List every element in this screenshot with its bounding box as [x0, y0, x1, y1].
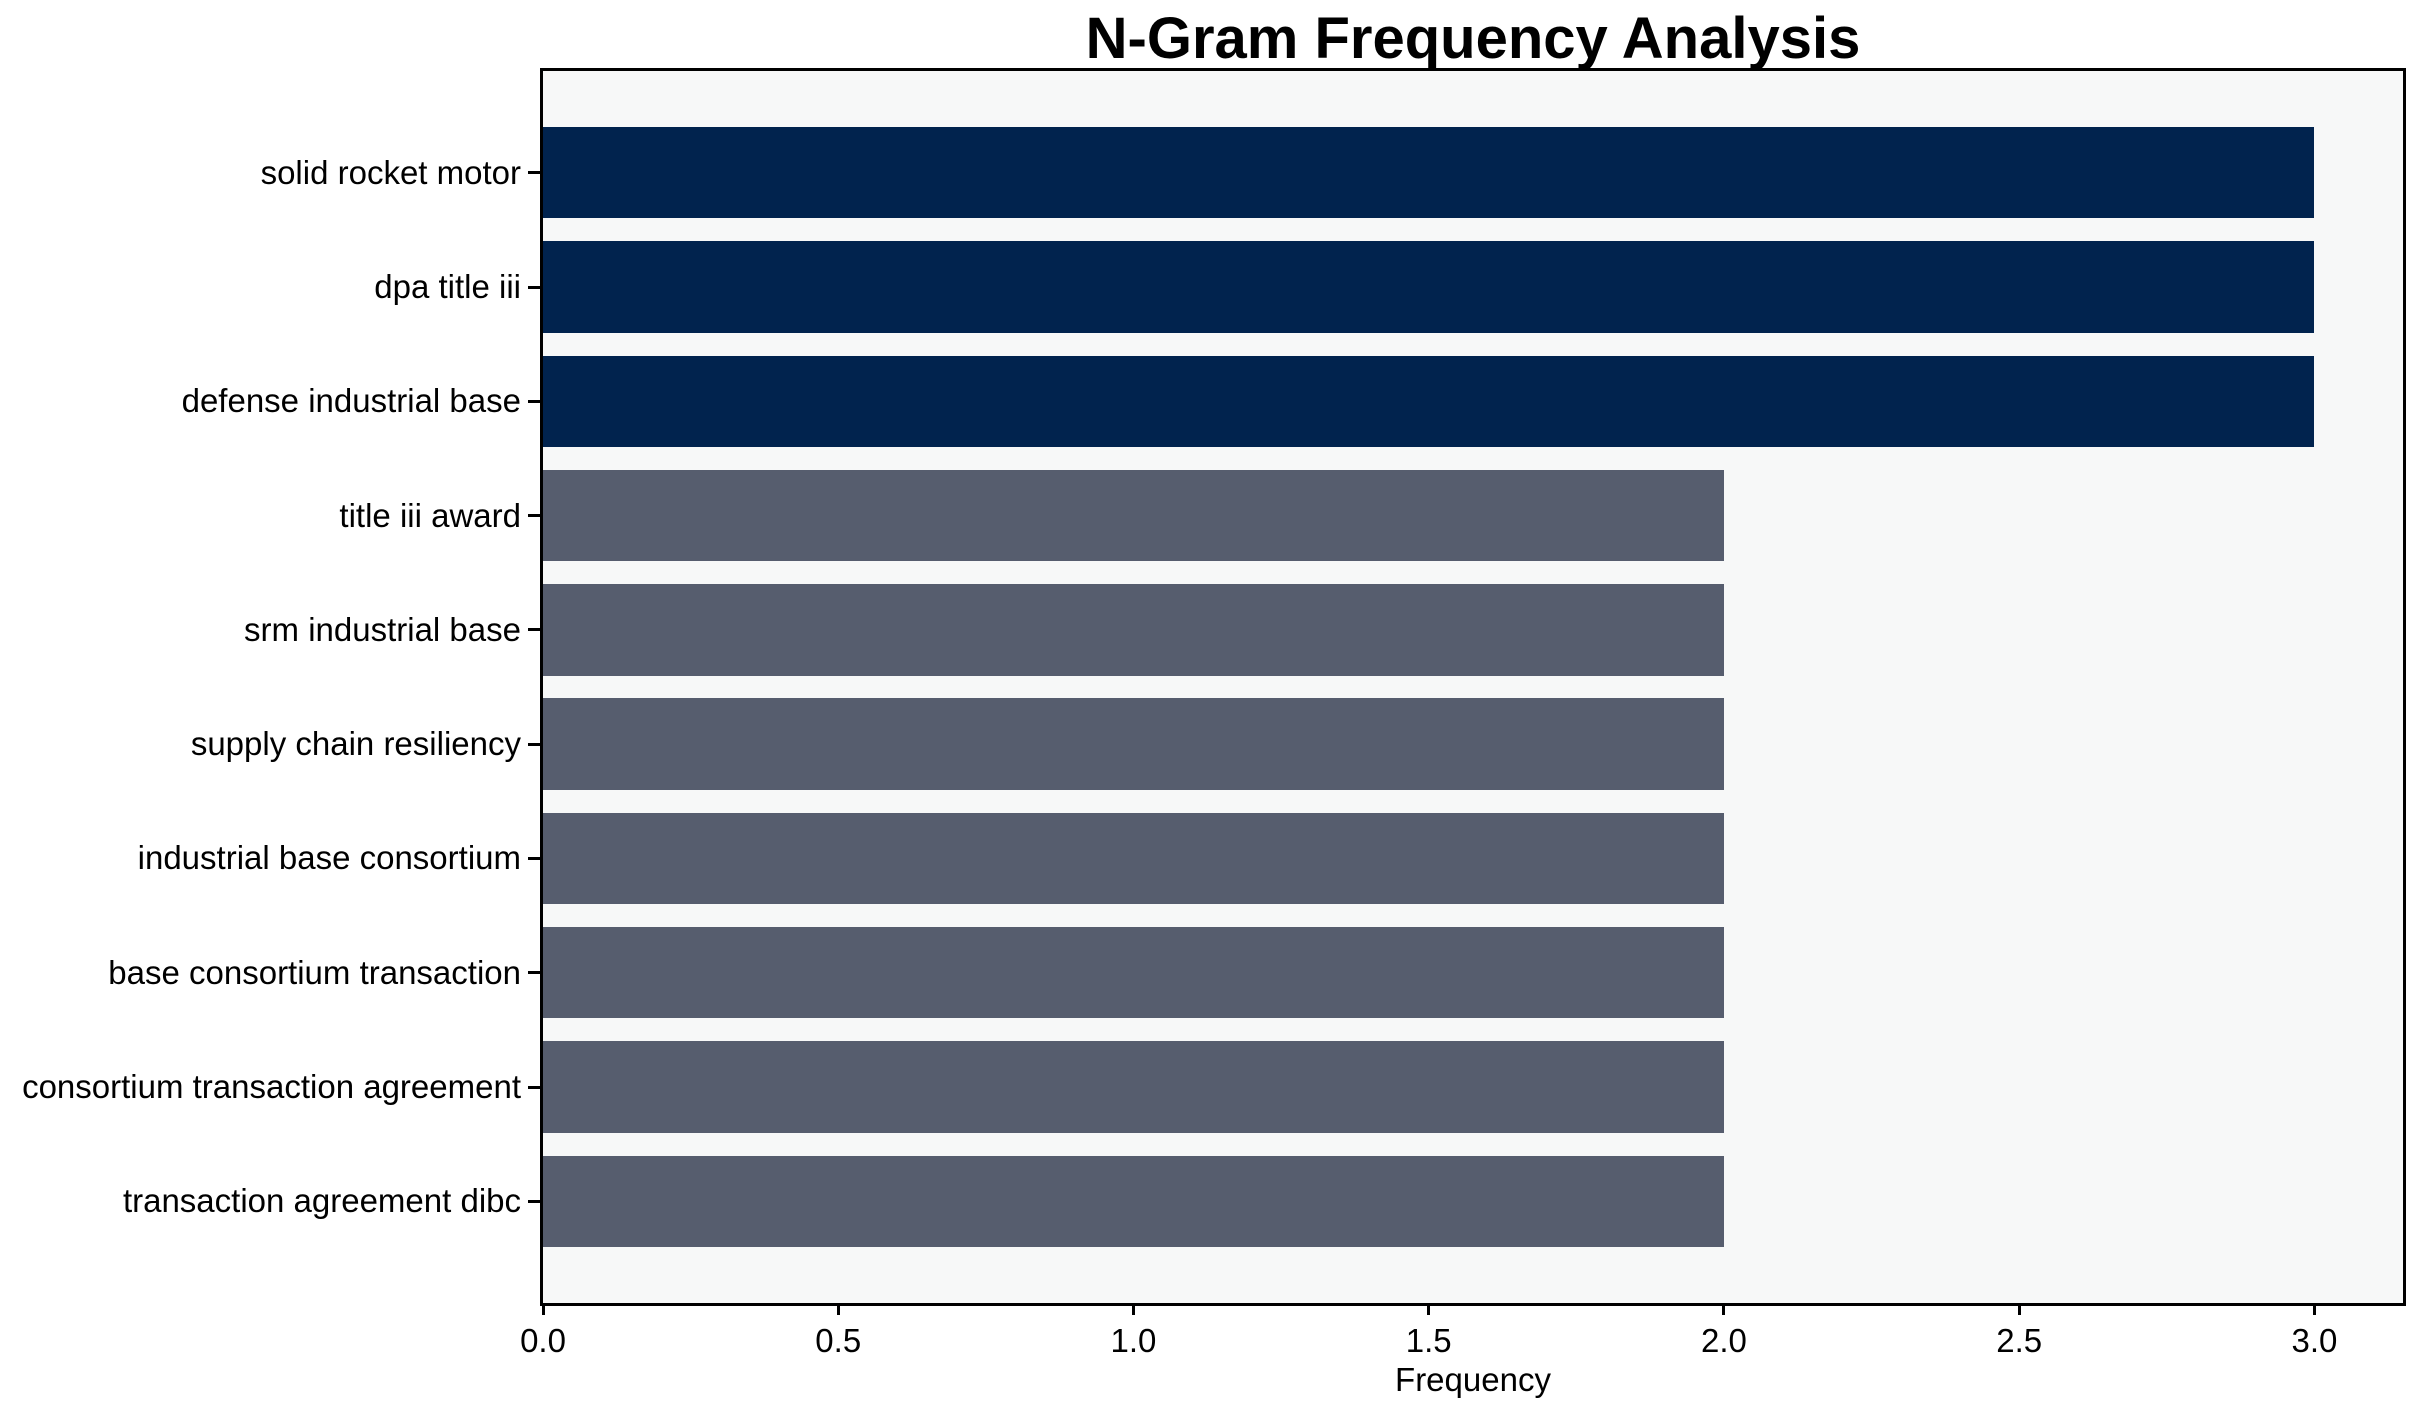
y-axis-tick-label: base consortium transaction — [108, 953, 521, 991]
x-axis-tick — [2017, 1303, 2021, 1315]
bar — [543, 1041, 1724, 1133]
y-axis-tick-label: solid rocket motor — [260, 153, 521, 191]
bar — [543, 698, 1724, 790]
x-axis-tick-label: 0.5 — [815, 1322, 862, 1359]
y-axis-tick — [528, 971, 540, 975]
y-axis-tick — [528, 514, 540, 518]
x-axis-tick — [2312, 1303, 2316, 1315]
x-axis-tick-label: 1.0 — [1110, 1322, 1157, 1359]
bar — [543, 584, 1724, 676]
bar — [543, 812, 1724, 905]
bar — [543, 355, 2315, 447]
y-axis-tick — [528, 742, 540, 746]
y-axis-tick-label: srm industrial base — [244, 610, 521, 648]
x-axis-tick-label: 1.5 — [1405, 1322, 1452, 1359]
x-axis-tick-label: 2.0 — [1701, 1322, 1747, 1359]
bar — [543, 127, 2315, 219]
x-axis-tick — [1722, 1303, 1726, 1315]
x-axis-label: Frequency — [1395, 1361, 1551, 1398]
x-axis-tick-label: 2.5 — [1996, 1322, 2043, 1359]
y-axis-tick-label: title iii award — [339, 496, 521, 534]
y-axis-tick-label: defense industrial base — [181, 382, 521, 420]
y-axis-tick-label: transaction agreement dibc — [122, 1182, 521, 1220]
x-axis-tick — [836, 1303, 840, 1315]
x-axis-tick — [541, 1303, 545, 1315]
x-axis-tick — [1131, 1303, 1135, 1315]
chart-title: N-Gram Frequency Analysis — [1085, 6, 1861, 71]
bar — [543, 469, 1724, 562]
y-axis-tick — [528, 171, 540, 175]
x-axis-tick — [1427, 1303, 1431, 1315]
y-axis-tick-label: industrial base consortium — [137, 839, 521, 877]
y-axis-tick — [528, 628, 540, 632]
bar — [543, 1155, 1724, 1247]
bar — [543, 241, 2315, 333]
y-axis-tick — [528, 1085, 540, 1089]
plot-area — [543, 71, 2403, 1303]
y-axis-tick — [528, 399, 540, 403]
y-axis-tick-label: supply chain resiliency — [190, 725, 521, 763]
y-axis-tick-label: dpa title iii — [374, 268, 521, 305]
y-axis-tick — [528, 856, 540, 860]
x-axis-tick-label: 3.0 — [2291, 1322, 2338, 1359]
bar — [543, 927, 1724, 1019]
y-axis-tick — [528, 285, 540, 289]
y-axis-tick — [528, 1199, 540, 1203]
y-axis-tick-label: consortium transaction agreement — [22, 1068, 521, 1105]
x-axis-tick-label: 0.0 — [520, 1322, 566, 1359]
